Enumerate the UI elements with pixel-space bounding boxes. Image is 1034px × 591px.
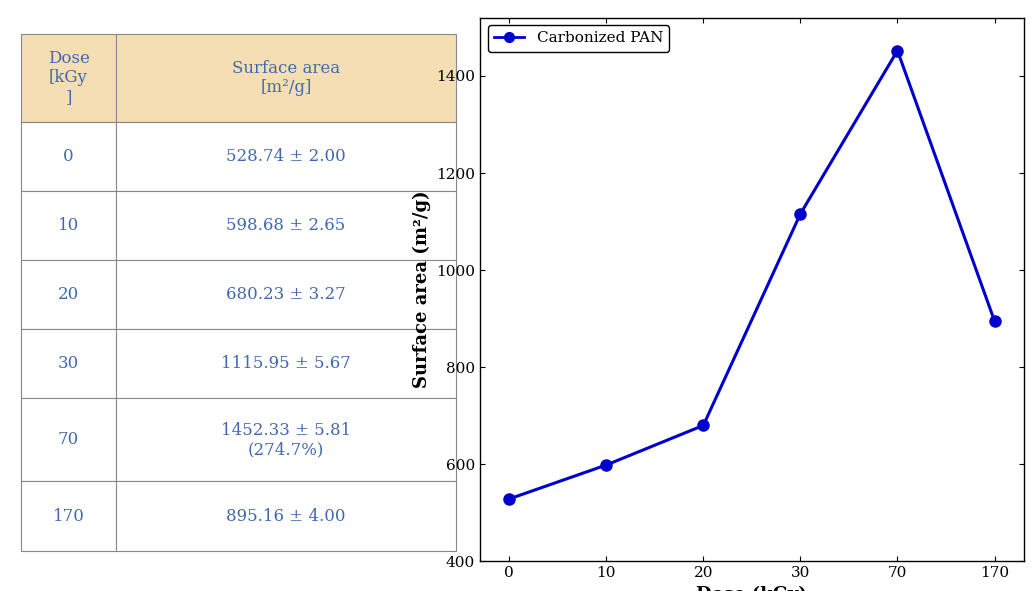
Text: 598.68 ± 2.65: 598.68 ± 2.65	[226, 217, 345, 234]
FancyBboxPatch shape	[21, 329, 117, 398]
FancyBboxPatch shape	[21, 482, 117, 551]
FancyBboxPatch shape	[117, 34, 456, 122]
Text: 1115.95 ± 5.67: 1115.95 ± 5.67	[221, 355, 351, 372]
Text: 1452.33 ± 5.81
(274.7%): 1452.33 ± 5.81 (274.7%)	[221, 421, 352, 458]
FancyBboxPatch shape	[21, 191, 117, 260]
Text: 30: 30	[58, 355, 80, 372]
Text: Dose
[kGy
]: Dose [kGy ]	[48, 50, 90, 106]
Text: 170: 170	[53, 508, 85, 524]
FancyBboxPatch shape	[21, 260, 117, 329]
Text: 10: 10	[58, 217, 80, 234]
Legend: Carbonized PAN: Carbonized PAN	[488, 25, 669, 51]
FancyBboxPatch shape	[117, 329, 456, 398]
FancyBboxPatch shape	[117, 260, 456, 329]
Text: 70: 70	[58, 431, 80, 449]
Text: 20: 20	[58, 286, 80, 303]
Text: 680.23 ± 3.27: 680.23 ± 3.27	[226, 286, 345, 303]
Text: 0: 0	[63, 148, 73, 165]
Text: 895.16 ± 4.00: 895.16 ± 4.00	[226, 508, 345, 524]
FancyBboxPatch shape	[117, 122, 456, 191]
Text: Surface area
[m²/g]: Surface area [m²/g]	[232, 60, 340, 96]
X-axis label: Dose (kGy): Dose (kGy)	[697, 586, 808, 591]
FancyBboxPatch shape	[117, 191, 456, 260]
FancyBboxPatch shape	[21, 34, 117, 122]
Y-axis label: Surface area (m²/g): Surface area (m²/g)	[413, 191, 430, 388]
Text: 528.74 ± 2.00: 528.74 ± 2.00	[226, 148, 345, 165]
FancyBboxPatch shape	[117, 482, 456, 551]
FancyBboxPatch shape	[117, 398, 456, 482]
FancyBboxPatch shape	[21, 398, 117, 482]
FancyBboxPatch shape	[21, 122, 117, 191]
